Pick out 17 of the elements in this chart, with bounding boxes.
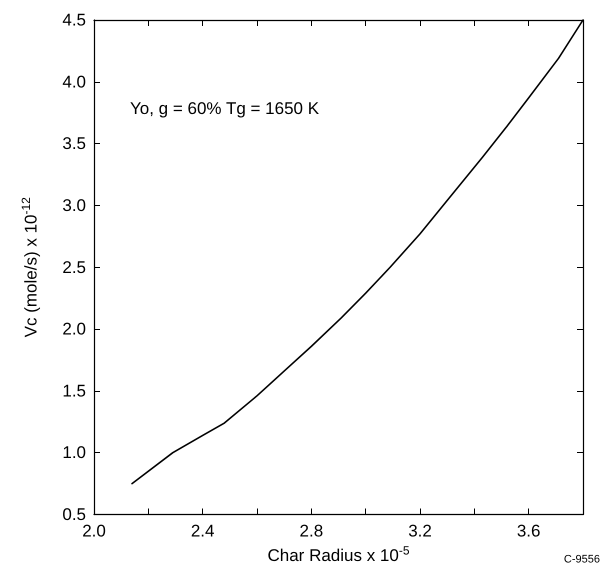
y-tick-label: 0.5 bbox=[62, 505, 86, 524]
y-tick-label: 2.0 bbox=[62, 320, 86, 339]
x-tick-label: 3.6 bbox=[516, 522, 540, 540]
y-axis-title: Vc (mole/s) x 10-12 bbox=[19, 196, 40, 338]
text: C-9556 bbox=[564, 554, 600, 566]
y-tick-label: 3.0 bbox=[62, 196, 86, 215]
y-tick-label: 1.5 bbox=[62, 381, 86, 400]
y-tick-label: 4.0 bbox=[62, 72, 86, 92]
y-tick-label: 3.5 bbox=[62, 134, 86, 154]
y-tick-label: 4.5 bbox=[62, 10, 86, 30]
y-tick-label: 2.5 bbox=[62, 258, 86, 277]
x-tick-label: 2.0 bbox=[82, 522, 106, 540]
x-tick-label: 2.8 bbox=[300, 522, 324, 540]
x-tick-label: 2.4 bbox=[190, 522, 214, 540]
annotation: Yo, g = 60% Tg = 1650 K bbox=[130, 99, 320, 118]
y-tick-label: 1.0 bbox=[62, 443, 86, 462]
x-tick-label: 3.2 bbox=[408, 522, 432, 540]
